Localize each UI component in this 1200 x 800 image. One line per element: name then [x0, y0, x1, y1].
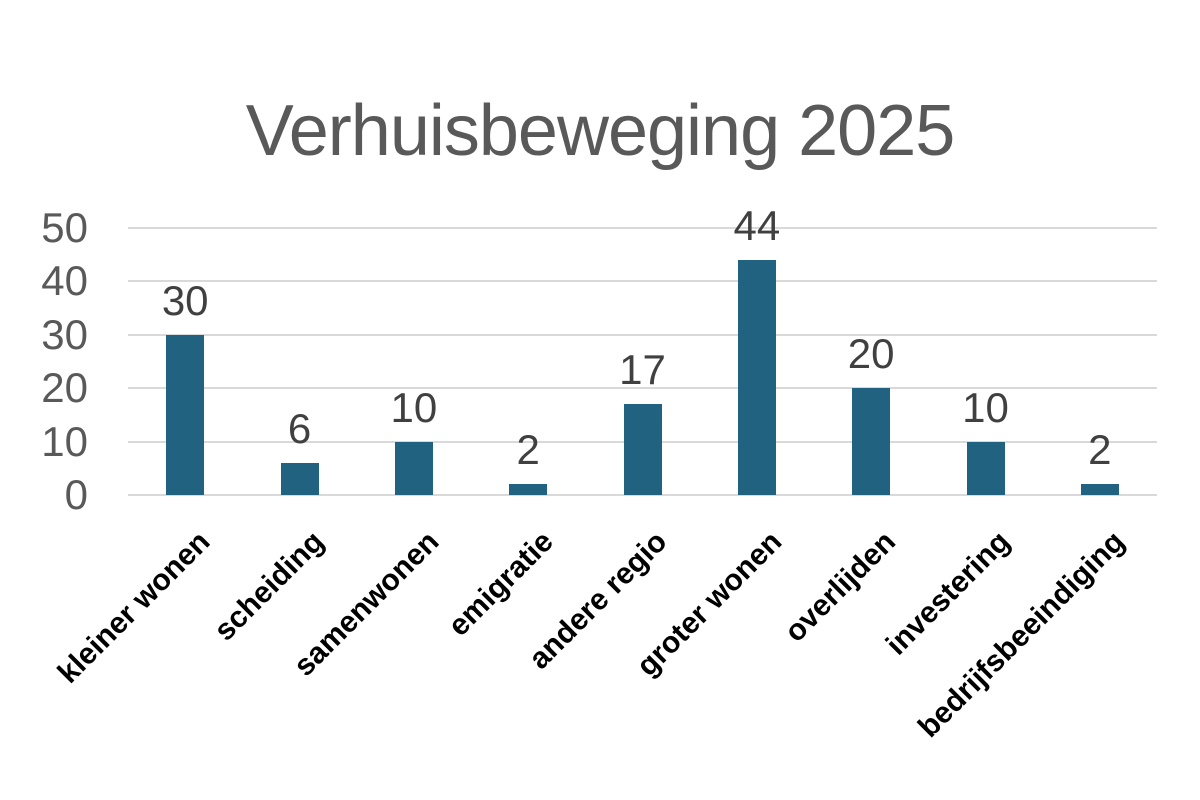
y-tick-label-30: 30 [41, 310, 88, 358]
bar-scheiding [280, 462, 319, 495]
gridline-y-0 [128, 494, 1157, 496]
category-label-bedrijfsbeeindiging: bedrijfsbeeindiging [912, 525, 1132, 744]
value-label-groter-wonen: 44 [733, 202, 781, 250]
bar-andere-regio [623, 404, 662, 495]
value-label-samenwonen: 10 [390, 383, 438, 431]
bar-kleiner-wonen [166, 334, 205, 495]
bar-samenwonen [394, 441, 433, 495]
gridline-y-50 [128, 227, 1157, 229]
category-label-kleiner-wonen: kleiner wonen [51, 525, 217, 690]
bar-emigratie [509, 484, 548, 495]
y-tick-label-20: 20 [41, 364, 88, 412]
chart-title: Verhuisbeweging 2025 [245, 91, 956, 171]
bar-overlijden [852, 388, 891, 495]
gridline-y-20 [128, 387, 1157, 390]
gridline-y-40 [128, 280, 1157, 283]
bar-groter-wonen [737, 260, 776, 495]
y-tick-label-50: 50 [41, 204, 88, 251]
value-label-andere-regio: 17 [619, 346, 666, 394]
y-tick-label-0: 0 [64, 471, 88, 518]
bar-investering [966, 441, 1005, 495]
category-label-emigratie: emigratie [441, 525, 560, 643]
category-label-scheiding: scheiding [208, 525, 331, 648]
y-tick-label-40: 40 [41, 257, 88, 305]
plot-area: 30 6 10 2 17 44 20 10 2 [128, 202, 1157, 496]
gridline-y-30 [128, 333, 1157, 336]
category-label-overlijden: overlijden [778, 525, 903, 649]
value-label-bedrijfsbeeindiging: 2 [1088, 426, 1112, 474]
y-tick-label-10: 10 [41, 417, 88, 465]
value-label-overlijden: 20 [847, 330, 895, 378]
value-label-investering: 10 [962, 383, 1009, 431]
value-label-emigratie: 2 [516, 426, 540, 474]
value-label-scheiding: 6 [287, 404, 312, 452]
bar-bedrijfsbeeindiging [1080, 484, 1119, 495]
value-label-kleiner-wonen: 30 [161, 276, 209, 324]
